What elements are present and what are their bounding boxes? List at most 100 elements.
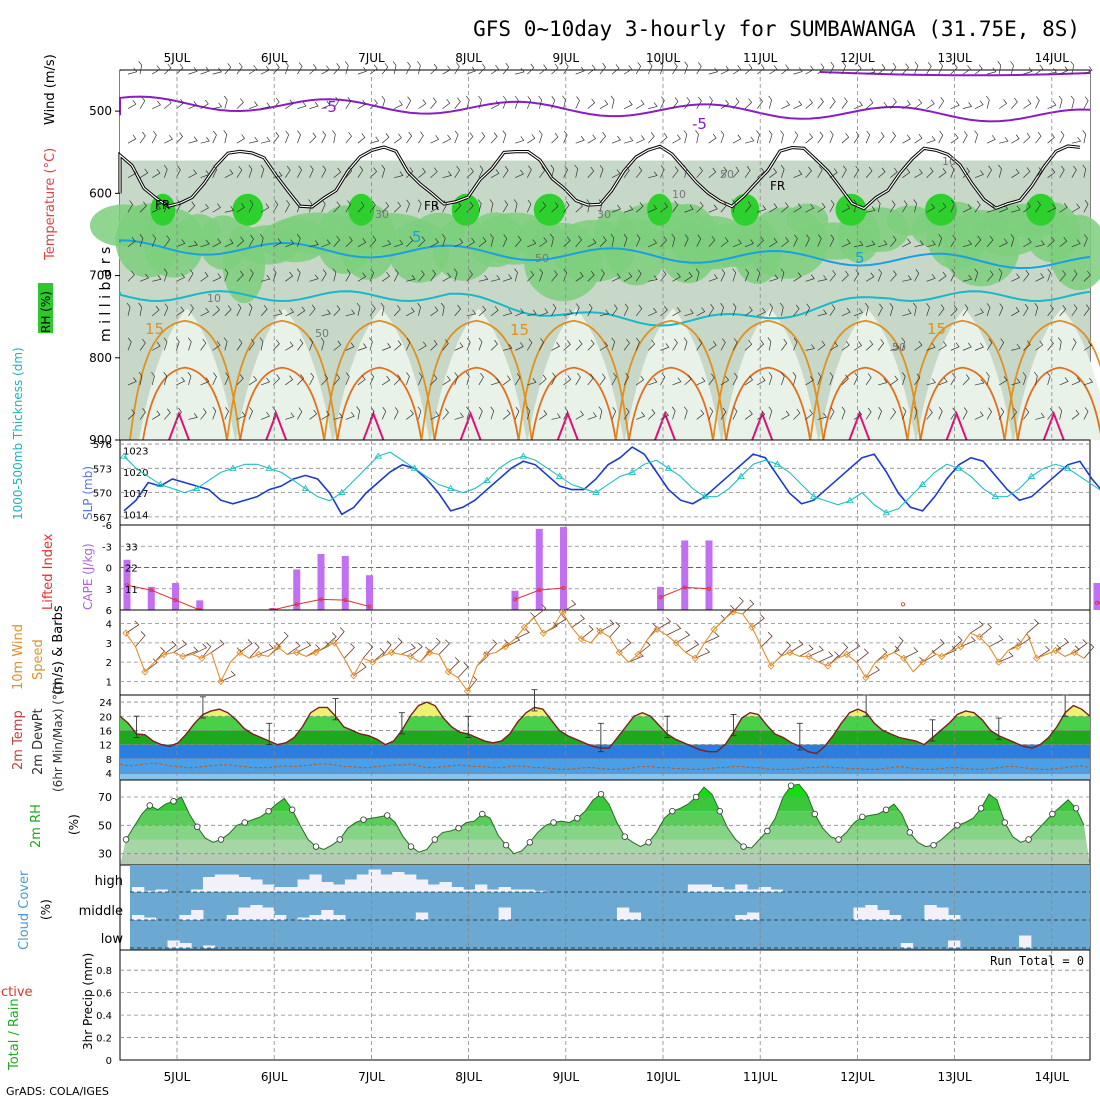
wind-barb xyxy=(865,302,869,316)
thickness-marker xyxy=(156,480,165,487)
wind-barb xyxy=(914,373,921,386)
wind-barb xyxy=(224,169,234,179)
wind-barb xyxy=(138,371,143,385)
wind-barb xyxy=(139,96,146,109)
wind-barb xyxy=(514,373,521,386)
rh-marker xyxy=(1072,805,1080,812)
wind-barb xyxy=(708,304,715,317)
wind-barb xyxy=(164,235,171,247)
wind-barb-10m xyxy=(505,635,521,648)
wind-barb xyxy=(744,375,754,386)
freezing-level-inner xyxy=(119,145,1081,210)
wind-barb xyxy=(356,406,360,420)
wind-barb-10m xyxy=(799,644,814,657)
wind-barb xyxy=(333,96,340,109)
wind-barb xyxy=(248,101,259,109)
wind-barb xyxy=(623,166,630,178)
wind-barb xyxy=(345,269,351,282)
wind-barb xyxy=(163,268,168,282)
wind-barb xyxy=(672,272,681,282)
wind-barb xyxy=(926,303,930,316)
wind-barb-10m xyxy=(1055,637,1069,651)
wind-barb xyxy=(405,372,410,386)
contour-label: 5 xyxy=(855,249,865,267)
wind-barb xyxy=(986,407,992,420)
minmax-whisker xyxy=(863,694,870,717)
wind-barb xyxy=(938,202,947,213)
wind-barb xyxy=(696,166,703,178)
wind-barb xyxy=(309,240,319,248)
wind-barb xyxy=(914,98,923,109)
wind-barb xyxy=(745,136,755,144)
wind-barb xyxy=(502,62,510,75)
wind-barb-10m xyxy=(258,643,274,655)
wind-barb xyxy=(526,96,532,109)
wind-barb xyxy=(611,204,621,213)
wind-barb xyxy=(757,376,766,386)
wind-barb xyxy=(1010,233,1015,247)
day-label-bottom: 10JUL xyxy=(646,1070,681,1084)
wind-barb xyxy=(297,407,303,420)
wind-barb-10m xyxy=(856,648,869,663)
cape-tick-label: 22 xyxy=(125,564,138,575)
day-label-top: 10JUL xyxy=(646,51,681,65)
wind-barb xyxy=(720,303,724,316)
wind-barb xyxy=(442,134,452,144)
minmax-whisker xyxy=(1062,694,1069,717)
wind-barb xyxy=(841,165,847,178)
thickness-marker xyxy=(555,472,564,479)
wind-barb xyxy=(200,271,209,282)
wind-barb-10m xyxy=(182,646,199,657)
wind-barb xyxy=(853,101,863,109)
wind-barb xyxy=(769,274,779,282)
cloud-fill-high xyxy=(297,879,310,892)
wind-barb xyxy=(636,135,645,144)
wind-barb xyxy=(950,305,958,317)
wind-barb xyxy=(817,165,823,178)
wind-barb xyxy=(1071,239,1081,248)
wind-barb xyxy=(260,65,270,75)
wind-barb xyxy=(768,406,773,420)
wind-barb xyxy=(284,130,290,144)
precip-panel xyxy=(119,949,1091,1061)
wind-barb xyxy=(914,340,923,351)
wind-barb xyxy=(454,97,461,109)
wind-barb xyxy=(513,199,518,213)
wind-barb xyxy=(478,236,487,248)
wind-barb xyxy=(829,168,838,178)
wind-barb xyxy=(551,372,556,386)
rh-tick-label: 70 xyxy=(98,791,112,804)
wind-barb xyxy=(466,406,470,420)
wind-speed-marker xyxy=(217,677,225,686)
minmax-whisker xyxy=(465,715,472,738)
wind-barb xyxy=(877,303,883,317)
contour-label: 15 xyxy=(510,321,529,339)
thickness-marker xyxy=(120,452,128,459)
wind-barb xyxy=(1023,167,1031,178)
wind-speed-marker xyxy=(350,672,358,680)
temp-axis-label-1: 2m Temp xyxy=(11,710,26,770)
thickness-marker xyxy=(955,464,963,471)
wind-barb xyxy=(490,233,494,247)
wind-barb xyxy=(877,268,882,282)
wind-barb-10m xyxy=(552,614,567,628)
rh-saturated-patch xyxy=(533,193,566,226)
wind-barb xyxy=(768,130,773,144)
contour-label: 50 xyxy=(720,168,734,181)
wind-barb xyxy=(393,340,402,351)
rh-marker xyxy=(336,836,343,843)
wind-barb xyxy=(381,272,391,282)
wind-barb xyxy=(188,201,196,213)
wind-barb xyxy=(599,236,607,248)
lifted-index-marker xyxy=(513,597,518,602)
wind-barb xyxy=(1023,269,1030,282)
rh-marker xyxy=(764,827,771,835)
wind-barb xyxy=(938,304,945,317)
wind-barb xyxy=(575,235,582,248)
wind-barb-10m xyxy=(457,662,469,678)
wind-barb xyxy=(502,200,509,213)
wind-barb xyxy=(1046,372,1051,386)
wind-barb xyxy=(695,130,699,144)
wind-barb xyxy=(394,239,404,248)
wind-barb xyxy=(418,99,427,109)
